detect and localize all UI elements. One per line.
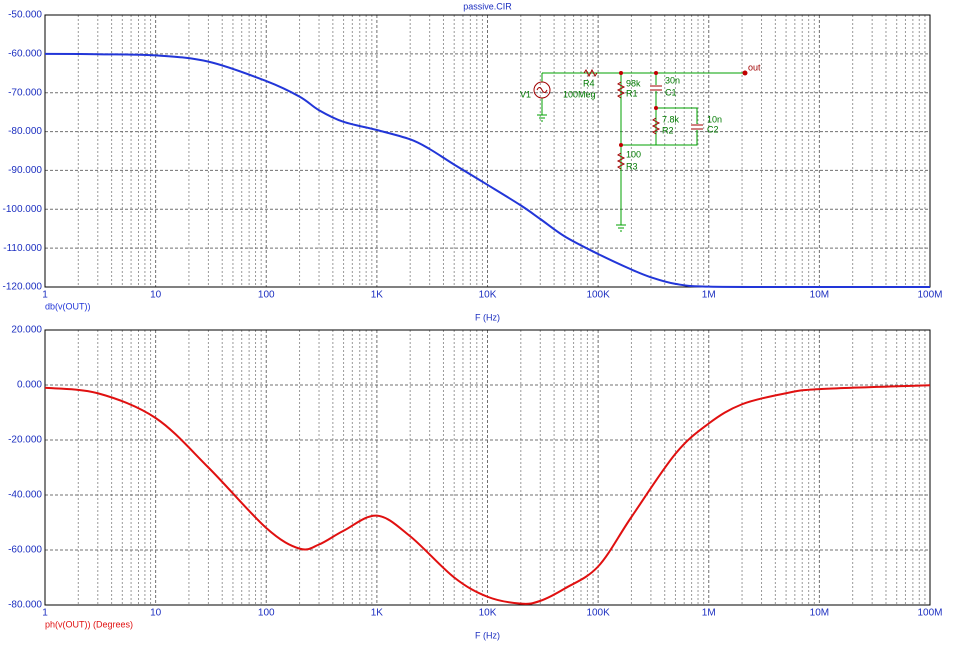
label: V1 <box>520 89 531 99</box>
y-tick-label: 0.000 <box>17 380 42 391</box>
x-tick-label: 1M <box>702 290 716 301</box>
schematic: V1 R4 100Meg 98k R1 30n C1 7.8k R2 10n C… <box>520 62 761 232</box>
label: R1 <box>626 88 638 98</box>
x-tick-label: 1M <box>702 608 716 619</box>
source <box>533 81 551 99</box>
y-tick-label: -100.000 <box>3 204 43 215</box>
y-tick-label: 20.000 <box>11 325 42 336</box>
x-tick-label: 10K <box>479 290 497 301</box>
source-wave <box>536 87 548 93</box>
x-axis-label: F (Hz) <box>475 630 500 640</box>
x-tick-label: 1K <box>371 290 384 301</box>
y-tick-label: -50.000 <box>8 10 42 21</box>
label: C2 <box>707 124 719 134</box>
y-tick-label: -80.000 <box>8 126 42 137</box>
node <box>742 70 748 76</box>
label: 100Meg <box>563 89 596 99</box>
resistor <box>583 68 598 78</box>
series-label: ph(v(OUT)) (Degrees) <box>45 619 133 629</box>
label: 98k <box>626 78 641 88</box>
x-tick-label: 100M <box>917 290 942 301</box>
capacitor <box>650 85 662 91</box>
y-tick-label: -110.000 <box>3 243 42 254</box>
resistor <box>616 81 626 99</box>
x-tick-label: 10 <box>150 608 162 619</box>
x-tick-label: 10 <box>150 290 162 301</box>
y-tick-label: -40.000 <box>8 490 42 501</box>
x-tick-label: 10M <box>810 290 829 301</box>
plot-frame <box>44 14 931 288</box>
y-tick-label: -60.000 <box>8 48 42 59</box>
y-tick-label: -70.000 <box>8 87 42 98</box>
y-tick-label: -120.000 <box>3 282 43 293</box>
label: C1 <box>665 87 677 97</box>
label: 7.8k <box>662 114 680 124</box>
x-tick-label: 100K <box>586 608 610 619</box>
x-tick-label: 100 <box>258 290 275 301</box>
x-tick-label: 100 <box>258 608 275 619</box>
plots: passive.CIR 1 10 100 1K 10K 100K 1M 10M 100M -50.0… <box>3 1 943 640</box>
label: 10n <box>707 114 722 124</box>
x-tick-label: 10K <box>479 608 497 619</box>
x-axis-label: F (Hz) <box>475 312 500 322</box>
node <box>654 106 658 110</box>
series-label: db(v(OUT)) <box>45 301 91 311</box>
label: R3 <box>626 161 638 171</box>
node <box>654 71 658 75</box>
series-line <box>44 52 931 289</box>
chart-title: passive.CIR <box>463 1 512 11</box>
y-tick-label: -20.000 <box>8 435 42 446</box>
x-tick-label: 100M <box>917 608 942 619</box>
y-tick-label: -80.000 <box>8 600 42 611</box>
resistor <box>651 117 661 135</box>
label: R2 <box>662 125 674 135</box>
label: out <box>748 62 761 72</box>
capacitor <box>691 124 703 130</box>
x-tick-label: 1K <box>371 608 384 619</box>
label: 100 <box>626 149 641 159</box>
node <box>619 71 623 75</box>
label: R4 <box>583 78 595 88</box>
x-tick-label: 10M <box>810 608 829 619</box>
x-tick-label: 1 <box>42 290 48 301</box>
y-tick-label: -90.000 <box>8 165 42 176</box>
capacitor-gap <box>650 85 662 91</box>
y-tick-label: -60.000 <box>8 545 42 556</box>
node <box>619 143 623 147</box>
x-tick-label: 100K <box>586 290 610 301</box>
series-line <box>44 384 931 605</box>
resistor <box>616 152 626 170</box>
x-tick-label: 1 <box>42 608 48 619</box>
plot-frame <box>44 329 931 606</box>
label: 30n <box>665 75 680 85</box>
capacitor-gap <box>691 124 703 130</box>
